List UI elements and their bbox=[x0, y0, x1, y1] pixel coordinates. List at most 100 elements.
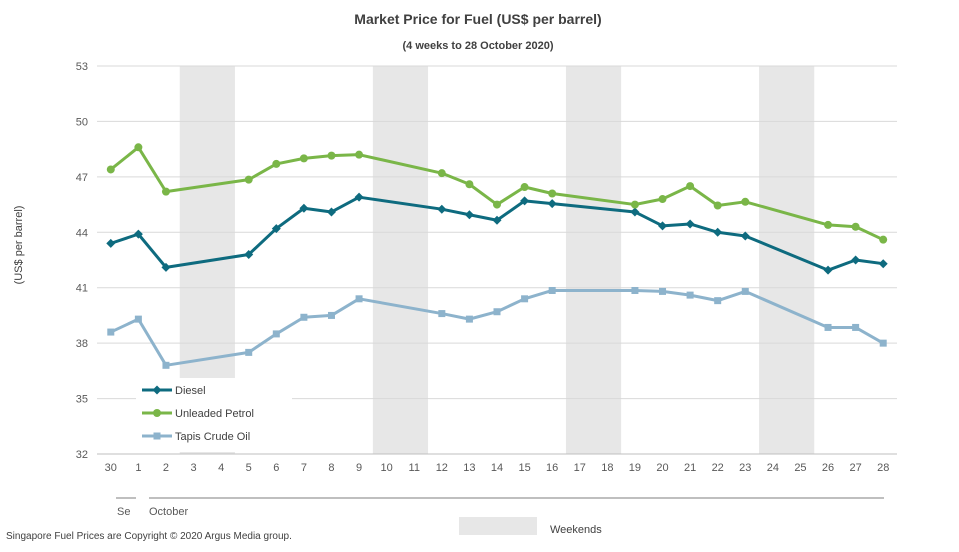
data-point bbox=[630, 200, 639, 209]
x-tick-label: 21 bbox=[684, 462, 696, 474]
data-point bbox=[879, 235, 888, 244]
data-point bbox=[162, 361, 170, 369]
data-point bbox=[106, 238, 116, 248]
series-2 bbox=[106, 143, 888, 244]
data-point bbox=[852, 323, 860, 331]
legend-marker-1 bbox=[152, 385, 162, 395]
data-point bbox=[271, 224, 281, 234]
data-point bbox=[520, 196, 530, 206]
x-tick-label: 30 bbox=[105, 462, 117, 474]
data-point bbox=[355, 150, 364, 159]
weekend-shading bbox=[179, 66, 815, 454]
legend: Diesel Unleaded Petrol Tapis Crude Oil bbox=[136, 378, 292, 452]
y-tick-label: 32 bbox=[76, 449, 88, 461]
y-axis-ticks: 32 35 38 41 44 47 50 53 bbox=[76, 61, 88, 461]
x-tick-label: 7 bbox=[301, 462, 307, 474]
y-axis-label: (US$ per barrel) bbox=[13, 206, 25, 285]
month-axis: Se October bbox=[116, 497, 884, 518]
x-tick-label: 11 bbox=[409, 462, 420, 474]
data-point bbox=[851, 222, 860, 231]
chart-title: Market Price for Fuel (US$ per barrel) bbox=[354, 11, 601, 27]
data-point bbox=[161, 262, 171, 272]
x-tick-label: 17 bbox=[574, 462, 586, 474]
data-point bbox=[741, 287, 749, 295]
data-point bbox=[741, 197, 750, 206]
x-tick-label: 15 bbox=[518, 462, 530, 474]
copyright-footer: Singapore Fuel Prices are Copyright © 20… bbox=[6, 531, 292, 542]
data-point bbox=[740, 231, 750, 241]
weekend-legend-label: Weekends bbox=[550, 524, 602, 536]
x-tick-label: 3 bbox=[190, 462, 196, 474]
data-point bbox=[244, 249, 254, 259]
chart-subtitle: (4 weeks to 28 October 2020) bbox=[402, 40, 553, 52]
x-tick-label: 25 bbox=[794, 462, 806, 474]
data-point bbox=[659, 287, 667, 295]
x-tick-label: 1 bbox=[135, 462, 141, 474]
data-point bbox=[631, 286, 639, 294]
data-point bbox=[272, 159, 281, 168]
data-point bbox=[714, 297, 722, 305]
y-tick-label: 50 bbox=[76, 116, 88, 128]
y-tick-label: 35 bbox=[76, 394, 88, 406]
data-point bbox=[548, 189, 557, 198]
x-tick-label: 4 bbox=[218, 462, 224, 474]
x-tick-label: 16 bbox=[546, 462, 558, 474]
x-tick-label: 27 bbox=[849, 462, 861, 474]
legend-marker-3 bbox=[153, 432, 161, 440]
data-point bbox=[355, 295, 363, 303]
data-point bbox=[713, 201, 722, 210]
x-tick-label: 22 bbox=[712, 462, 724, 474]
data-point bbox=[548, 286, 556, 294]
legend-marker-2 bbox=[153, 409, 161, 417]
data-point bbox=[465, 315, 473, 323]
data-point bbox=[354, 192, 364, 202]
weekend-band-3 bbox=[565, 66, 622, 454]
data-point bbox=[326, 207, 336, 217]
x-tick-label: 5 bbox=[246, 462, 252, 474]
data-point bbox=[520, 183, 529, 192]
series-3 bbox=[107, 286, 887, 369]
data-point bbox=[107, 328, 115, 336]
month-label-october: October bbox=[149, 506, 188, 518]
data-point bbox=[493, 200, 501, 209]
y-tick-label: 38 bbox=[76, 338, 88, 350]
data-point bbox=[244, 175, 253, 184]
x-axis-ticks: 30 1 2 3 4 5 6 7 8 9 10 11 12 13 14 15 16 17 18 19 20 21 22 23 2… bbox=[105, 462, 890, 474]
data-point bbox=[133, 229, 143, 239]
weekend-band-2 bbox=[372, 66, 429, 454]
data-point bbox=[437, 204, 447, 214]
data-point bbox=[465, 180, 474, 189]
data-point bbox=[437, 169, 446, 178]
x-tick-label: 18 bbox=[601, 462, 613, 474]
x-tick-label: 24 bbox=[767, 462, 779, 474]
data-point bbox=[823, 265, 833, 275]
x-tick-label: 10 bbox=[381, 462, 393, 474]
legend-label-2: Unleaded Petrol bbox=[175, 408, 254, 420]
data-point bbox=[161, 187, 170, 196]
x-tick-label: 9 bbox=[356, 462, 362, 474]
x-tick-label: 26 bbox=[822, 462, 834, 474]
data-point bbox=[134, 315, 142, 323]
x-tick-label: 19 bbox=[629, 462, 641, 474]
data-point bbox=[106, 165, 115, 174]
data-point bbox=[299, 154, 308, 163]
x-tick-label: 28 bbox=[877, 462, 889, 474]
y-tick-label: 44 bbox=[76, 227, 88, 239]
data-point bbox=[658, 195, 667, 204]
weekend-legend-swatch bbox=[459, 517, 537, 535]
x-tick-label: 20 bbox=[656, 462, 668, 474]
x-tick-label: 6 bbox=[273, 462, 279, 474]
data-point bbox=[824, 323, 832, 331]
data-point bbox=[299, 203, 309, 213]
data-point bbox=[685, 219, 695, 229]
data-point bbox=[245, 348, 253, 356]
x-tick-label: 12 bbox=[436, 462, 448, 474]
y-tick-label: 47 bbox=[76, 172, 88, 184]
data-point bbox=[713, 227, 723, 237]
x-tick-label: 14 bbox=[491, 462, 503, 474]
data-point bbox=[851, 255, 861, 265]
data-point bbox=[327, 311, 335, 319]
data-point bbox=[630, 207, 640, 217]
x-tick-label: 2 bbox=[163, 462, 169, 474]
x-tick-label: 13 bbox=[463, 462, 475, 474]
